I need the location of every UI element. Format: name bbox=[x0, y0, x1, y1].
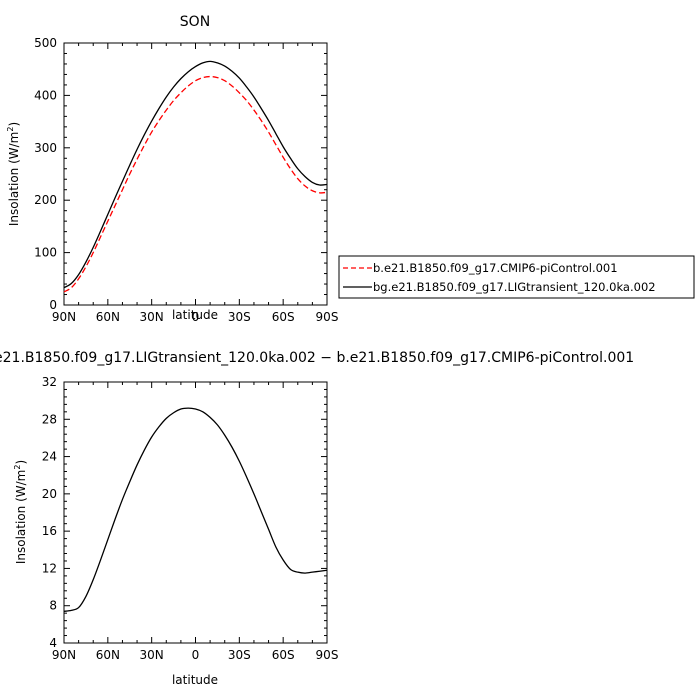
top-x-tick-label: 90N bbox=[52, 310, 76, 324]
bottom-y-tick-label: 24 bbox=[42, 450, 57, 464]
top-plot-frame bbox=[63, 42, 328, 306]
top-x-axis-label: latitude bbox=[172, 308, 218, 322]
top-x-tick-label: 90S bbox=[316, 310, 339, 324]
legend: b.e21.B1850.f09_g17.CMIP6-piControl.001 … bbox=[338, 255, 695, 299]
top-x-tick-label: 60S bbox=[272, 310, 295, 324]
top-y-tick-label: 0 bbox=[49, 298, 57, 312]
bottom-y-tick-label: 28 bbox=[42, 412, 57, 426]
top-series-line-0 bbox=[63, 75, 328, 293]
bottom-x-tick-label: 30N bbox=[140, 648, 164, 662]
bottom-x-tick-label: 60S bbox=[272, 648, 295, 662]
bottom-series-line-0 bbox=[63, 407, 328, 612]
top-chart-title: SON bbox=[180, 14, 210, 30]
legend-entry-ligtransient: bg.e21.B1850.f09_g17.LIGtransient_120.0k… bbox=[373, 280, 656, 294]
bottom-x-tick-label: 0 bbox=[192, 648, 200, 662]
bottom-y-axis-label: Insolation (W/m2) bbox=[13, 460, 28, 564]
top-y-tick-label: 100 bbox=[34, 246, 57, 260]
bottom-x-tick-label: 90N bbox=[52, 648, 76, 662]
bottom-y-tick-label: 12 bbox=[42, 561, 57, 575]
bottom-x-tick-label: 90S bbox=[316, 648, 339, 662]
bottom-chart: bg.e21.B1850.f09_g17.LIGtransient_120.0k… bbox=[0, 350, 634, 687]
bottom-chart-title: bg.e21.B1850.f09_g17.LIGtransient_120.0k… bbox=[0, 350, 634, 366]
legend-entry-picontrol: b.e21.B1850.f09_g17.CMIP6-piControl.001 bbox=[373, 261, 618, 275]
top-y-tick-label: 400 bbox=[34, 88, 57, 102]
top-x-tick-label: 30N bbox=[140, 310, 164, 324]
top-chart: SON 90N 60N 30N 0 30S 60S 90S0100200300400500 … bbox=[6, 14, 338, 324]
top-series-line-1 bbox=[63, 60, 328, 289]
top-x-tick-label: 0 bbox=[192, 310, 200, 324]
top-x-tick-label: 30S bbox=[228, 310, 251, 324]
top-y-axis-label: Insolation (W/m2) bbox=[6, 122, 21, 226]
bottom-x-axis-label: latitude bbox=[172, 673, 218, 687]
bottom-y-tick-label: 20 bbox=[42, 487, 57, 501]
legend-box bbox=[338, 255, 695, 299]
bottom-plot-frame bbox=[63, 381, 328, 644]
bottom-y-tick-label: 16 bbox=[42, 524, 57, 538]
bottom-x-tick-label: 30S bbox=[228, 648, 251, 662]
top-x-tick-label: 60N bbox=[96, 310, 120, 324]
bottom-y-tick-label: 32 bbox=[42, 375, 57, 389]
top-y-tick-label: 200 bbox=[34, 193, 57, 207]
bottom-x-tick-label: 60N bbox=[96, 648, 120, 662]
top-y-tick-label: 500 bbox=[34, 36, 57, 50]
bottom-y-tick-label: 4 bbox=[49, 636, 57, 650]
top-y-tick-label: 300 bbox=[34, 141, 57, 155]
bottom-y-tick-label: 8 bbox=[49, 599, 57, 613]
